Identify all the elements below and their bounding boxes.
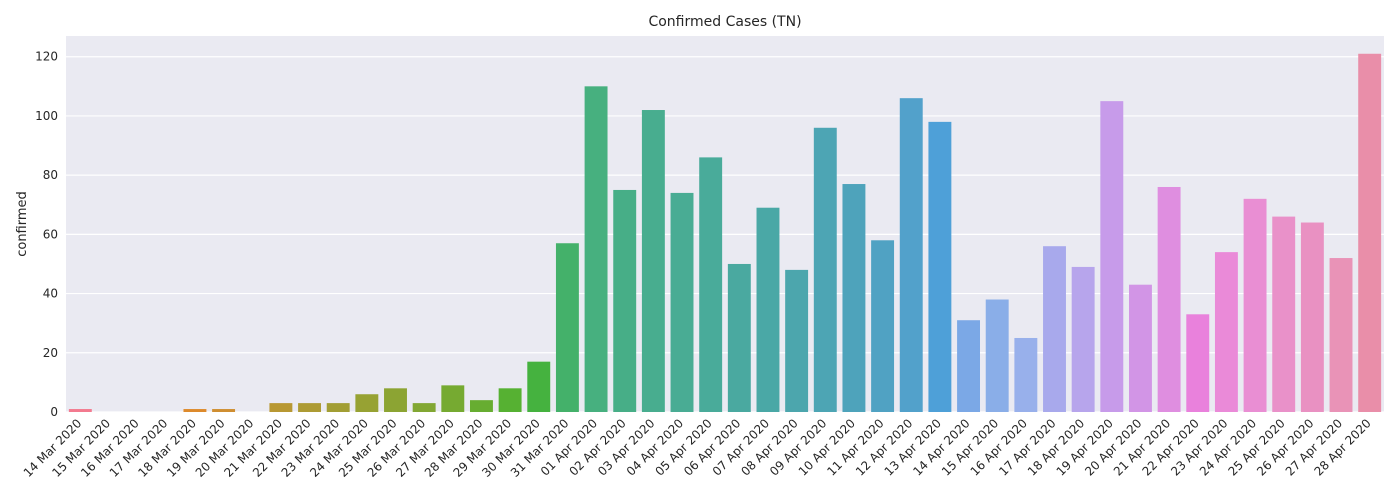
bar [641,110,665,412]
y-axis-ticks: 0 20 40 60 80 100 120 [35,50,58,419]
bar [441,385,465,412]
y-tick-label: 0 [50,405,58,419]
bar [555,243,579,412]
bar [1014,337,1038,412]
bar [699,157,723,412]
bar [469,400,493,412]
bar [412,403,436,412]
bar [298,403,322,412]
y-axis-label: confirmed [15,191,30,257]
bar [928,121,952,412]
y-tick-label: 60 [43,227,58,241]
chart-title: Confirmed Cases (TN) [648,14,801,30]
bar [68,409,92,412]
bars [68,53,1382,413]
bar [1329,258,1353,412]
bar [670,192,694,412]
bar [785,269,809,412]
bar [498,388,522,412]
bar [1214,252,1238,412]
bar [212,409,236,412]
bar [899,98,923,413]
bar [1043,246,1066,412]
bar [756,207,780,412]
bar [269,403,293,412]
bar [985,299,1009,412]
bar [1186,314,1210,412]
bar [1071,266,1095,412]
bar [842,184,866,412]
bar [1128,284,1152,412]
y-tick-label: 40 [43,287,58,301]
bar [1300,222,1324,412]
y-tick-label: 120 [35,50,58,64]
bar [584,86,608,412]
bar [1243,198,1267,412]
bar [1358,53,1382,412]
y-tick-label: 80 [43,168,58,182]
bar [527,361,551,412]
bar [384,388,407,412]
bar [613,189,637,412]
bar [1100,101,1124,413]
bar [183,409,207,412]
bar [326,403,350,412]
bar [871,240,895,412]
bar [355,394,379,412]
bar [1157,186,1181,412]
y-tick-label: 20 [43,346,58,360]
bar [1272,216,1296,412]
y-tick-label: 100 [35,109,58,123]
bar [813,127,837,412]
bar [727,263,751,412]
bar [957,320,981,412]
